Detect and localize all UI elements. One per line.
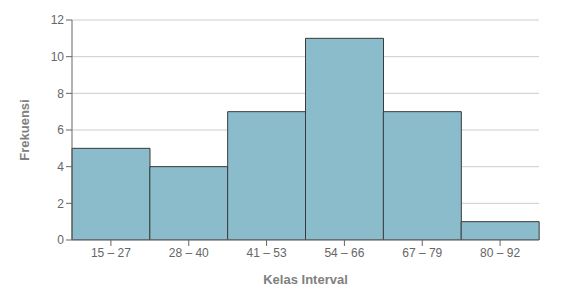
svg-text:80 – 92: 80 – 92 <box>480 246 520 260</box>
svg-text:15 – 27: 15 – 27 <box>91 246 131 260</box>
svg-text:0: 0 <box>57 233 64 247</box>
svg-text:Frekuensi: Frekuensi <box>17 99 32 160</box>
svg-text:67 – 79: 67 – 79 <box>402 246 442 260</box>
svg-text:28 – 40: 28 – 40 <box>169 246 209 260</box>
svg-text:6: 6 <box>57 123 64 137</box>
svg-text:12: 12 <box>51 13 65 27</box>
svg-text:Kelas Interval: Kelas Interval <box>263 272 348 287</box>
svg-text:4: 4 <box>57 160 64 174</box>
svg-text:54 – 66: 54 – 66 <box>324 246 364 260</box>
svg-text:41 – 53: 41 – 53 <box>247 246 287 260</box>
svg-text:10: 10 <box>51 50 65 64</box>
svg-text:8: 8 <box>57 87 64 101</box>
svg-text:2: 2 <box>57 197 64 211</box>
